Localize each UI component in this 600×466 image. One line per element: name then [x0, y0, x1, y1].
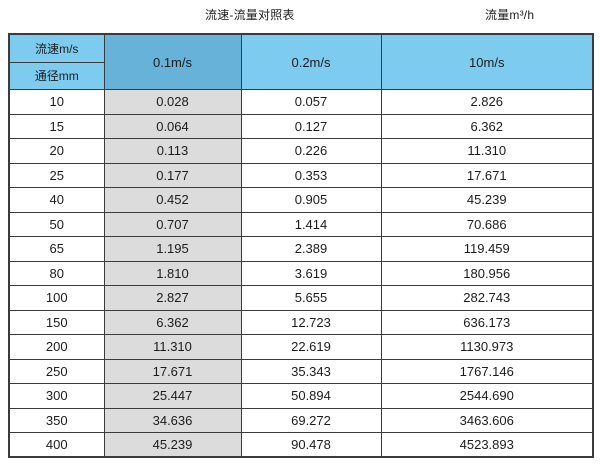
page-title: 流速-流量对照表 [205, 8, 295, 22]
cell-v2: 5.655 [240, 285, 382, 311]
cell-v1: 0.028 [103, 89, 242, 115]
cell-v2: 22.619 [240, 334, 382, 360]
cell-v2: 1.414 [240, 211, 382, 237]
cell-diameter: 15 [8, 113, 105, 139]
cell-v3: 4523.893 [380, 432, 594, 458]
table-header: 流速m/s 通径mm 0.1m/s 0.2m/s 10m/s [8, 33, 594, 90]
cell-v1: 0.177 [103, 162, 242, 188]
cell-diameter: 20 [8, 138, 105, 164]
cell-v3: 3463.606 [380, 407, 594, 433]
cell-v1: 0.452 [103, 187, 242, 213]
column-header-0: 0.1m/s [103, 33, 242, 90]
cell-v3: 282.743 [380, 285, 594, 311]
table-row: 65 1.195 2.389 119.459 [8, 236, 594, 262]
cell-v1: 11.310 [103, 334, 242, 360]
cell-v2: 12.723 [240, 309, 382, 335]
cell-v2: 69.272 [240, 407, 382, 433]
table-row: 20 0.113 0.226 11.310 [8, 138, 594, 164]
cell-v1: 45.239 [103, 432, 242, 458]
table-row: 15 0.064 0.127 6.362 [8, 113, 594, 139]
cell-v2: 0.905 [240, 187, 382, 213]
cell-diameter: 300 [8, 383, 105, 409]
cell-diameter: 400 [8, 432, 105, 458]
column-header-2: 10m/s [380, 33, 594, 90]
table-row: 10 0.028 0.057 2.826 [8, 89, 594, 115]
table-row: 400 45.239 90.478 4523.893 [8, 432, 594, 458]
cell-v3: 2544.690 [380, 383, 594, 409]
table-row: 250 17.671 35.343 1767.146 [8, 358, 594, 384]
cell-diameter: 250 [8, 358, 105, 384]
table-row: 80 1.810 3.619 180.956 [8, 260, 594, 286]
corner-header-cell: 流速m/s 通径mm [8, 33, 105, 90]
cell-diameter: 40 [8, 187, 105, 213]
cell-diameter: 25 [8, 162, 105, 188]
cell-v1: 0.064 [103, 113, 242, 139]
cell-diameter: 100 [8, 285, 105, 311]
cell-v2: 0.127 [240, 113, 382, 139]
table-row: 150 6.362 12.723 636.173 [8, 309, 594, 335]
cell-v3: 70.686 [380, 211, 594, 237]
corner-diameter-label: 通径mm [10, 62, 104, 89]
cell-v3: 45.239 [380, 187, 594, 213]
cell-diameter: 200 [8, 334, 105, 360]
cell-v1: 6.362 [103, 309, 242, 335]
titles-bar: 流速-流量对照表 流量m³/h [0, 0, 600, 30]
cell-v2: 90.478 [240, 432, 382, 458]
cell-v1: 34.636 [103, 407, 242, 433]
cell-diameter: 10 [8, 89, 105, 115]
table-row: 40 0.452 0.905 45.239 [8, 187, 594, 213]
cell-v3: 636.173 [380, 309, 594, 335]
cell-diameter: 150 [8, 309, 105, 335]
flow-table-container: 流速m/s 通径mm 0.1m/s 0.2m/s 10m/s 10 0.028 … [8, 33, 594, 458]
cell-diameter: 50 [8, 211, 105, 237]
cell-v1: 25.447 [103, 383, 242, 409]
unit-title: 流量m³/h [485, 8, 535, 22]
cell-v1: 0.113 [103, 138, 242, 164]
table-row: 50 0.707 1.414 70.686 [8, 211, 594, 237]
cell-v2: 50.894 [240, 383, 382, 409]
cell-v3: 1130.973 [380, 334, 594, 360]
cell-v2: 0.226 [240, 138, 382, 164]
cell-v3: 2.826 [380, 89, 594, 115]
table-row: 200 11.310 22.619 1130.973 [8, 334, 594, 360]
cell-v1: 1.195 [103, 236, 242, 262]
cell-v2: 2.389 [240, 236, 382, 262]
cell-v1: 17.671 [103, 358, 242, 384]
cell-v3: 17.671 [380, 162, 594, 188]
cell-v2: 3.619 [240, 260, 382, 286]
table-row: 300 25.447 50.894 2544.690 [8, 383, 594, 409]
header-row: 流速m/s 通径mm 0.1m/s 0.2m/s 10m/s [8, 33, 594, 90]
cell-v3: 6.362 [380, 113, 594, 139]
cell-diameter: 65 [8, 236, 105, 262]
cell-diameter: 80 [8, 260, 105, 286]
cell-v3: 1767.146 [380, 358, 594, 384]
table-row: 350 34.636 69.272 3463.606 [8, 407, 594, 433]
cell-v1: 2.827 [103, 285, 242, 311]
cell-v2: 35.343 [240, 358, 382, 384]
cell-v1: 0.707 [103, 211, 242, 237]
table-row: 25 0.177 0.353 17.671 [8, 162, 594, 188]
flow-rate-table: 流速m/s 通径mm 0.1m/s 0.2m/s 10m/s 10 0.028 … [8, 33, 594, 458]
cell-v2: 0.353 [240, 162, 382, 188]
cell-v1: 1.810 [103, 260, 242, 286]
table-row: 100 2.827 5.655 282.743 [8, 285, 594, 311]
corner-velocity-label: 流速m/s [10, 35, 104, 63]
column-header-1: 0.2m/s [240, 33, 382, 90]
cell-v2: 0.057 [240, 89, 382, 115]
cell-v3: 119.459 [380, 236, 594, 262]
cell-v3: 180.956 [380, 260, 594, 286]
cell-diameter: 350 [8, 407, 105, 433]
table-body: 10 0.028 0.057 2.826 15 0.064 0.127 6.36… [8, 89, 594, 458]
cell-v3: 11.310 [380, 138, 594, 164]
